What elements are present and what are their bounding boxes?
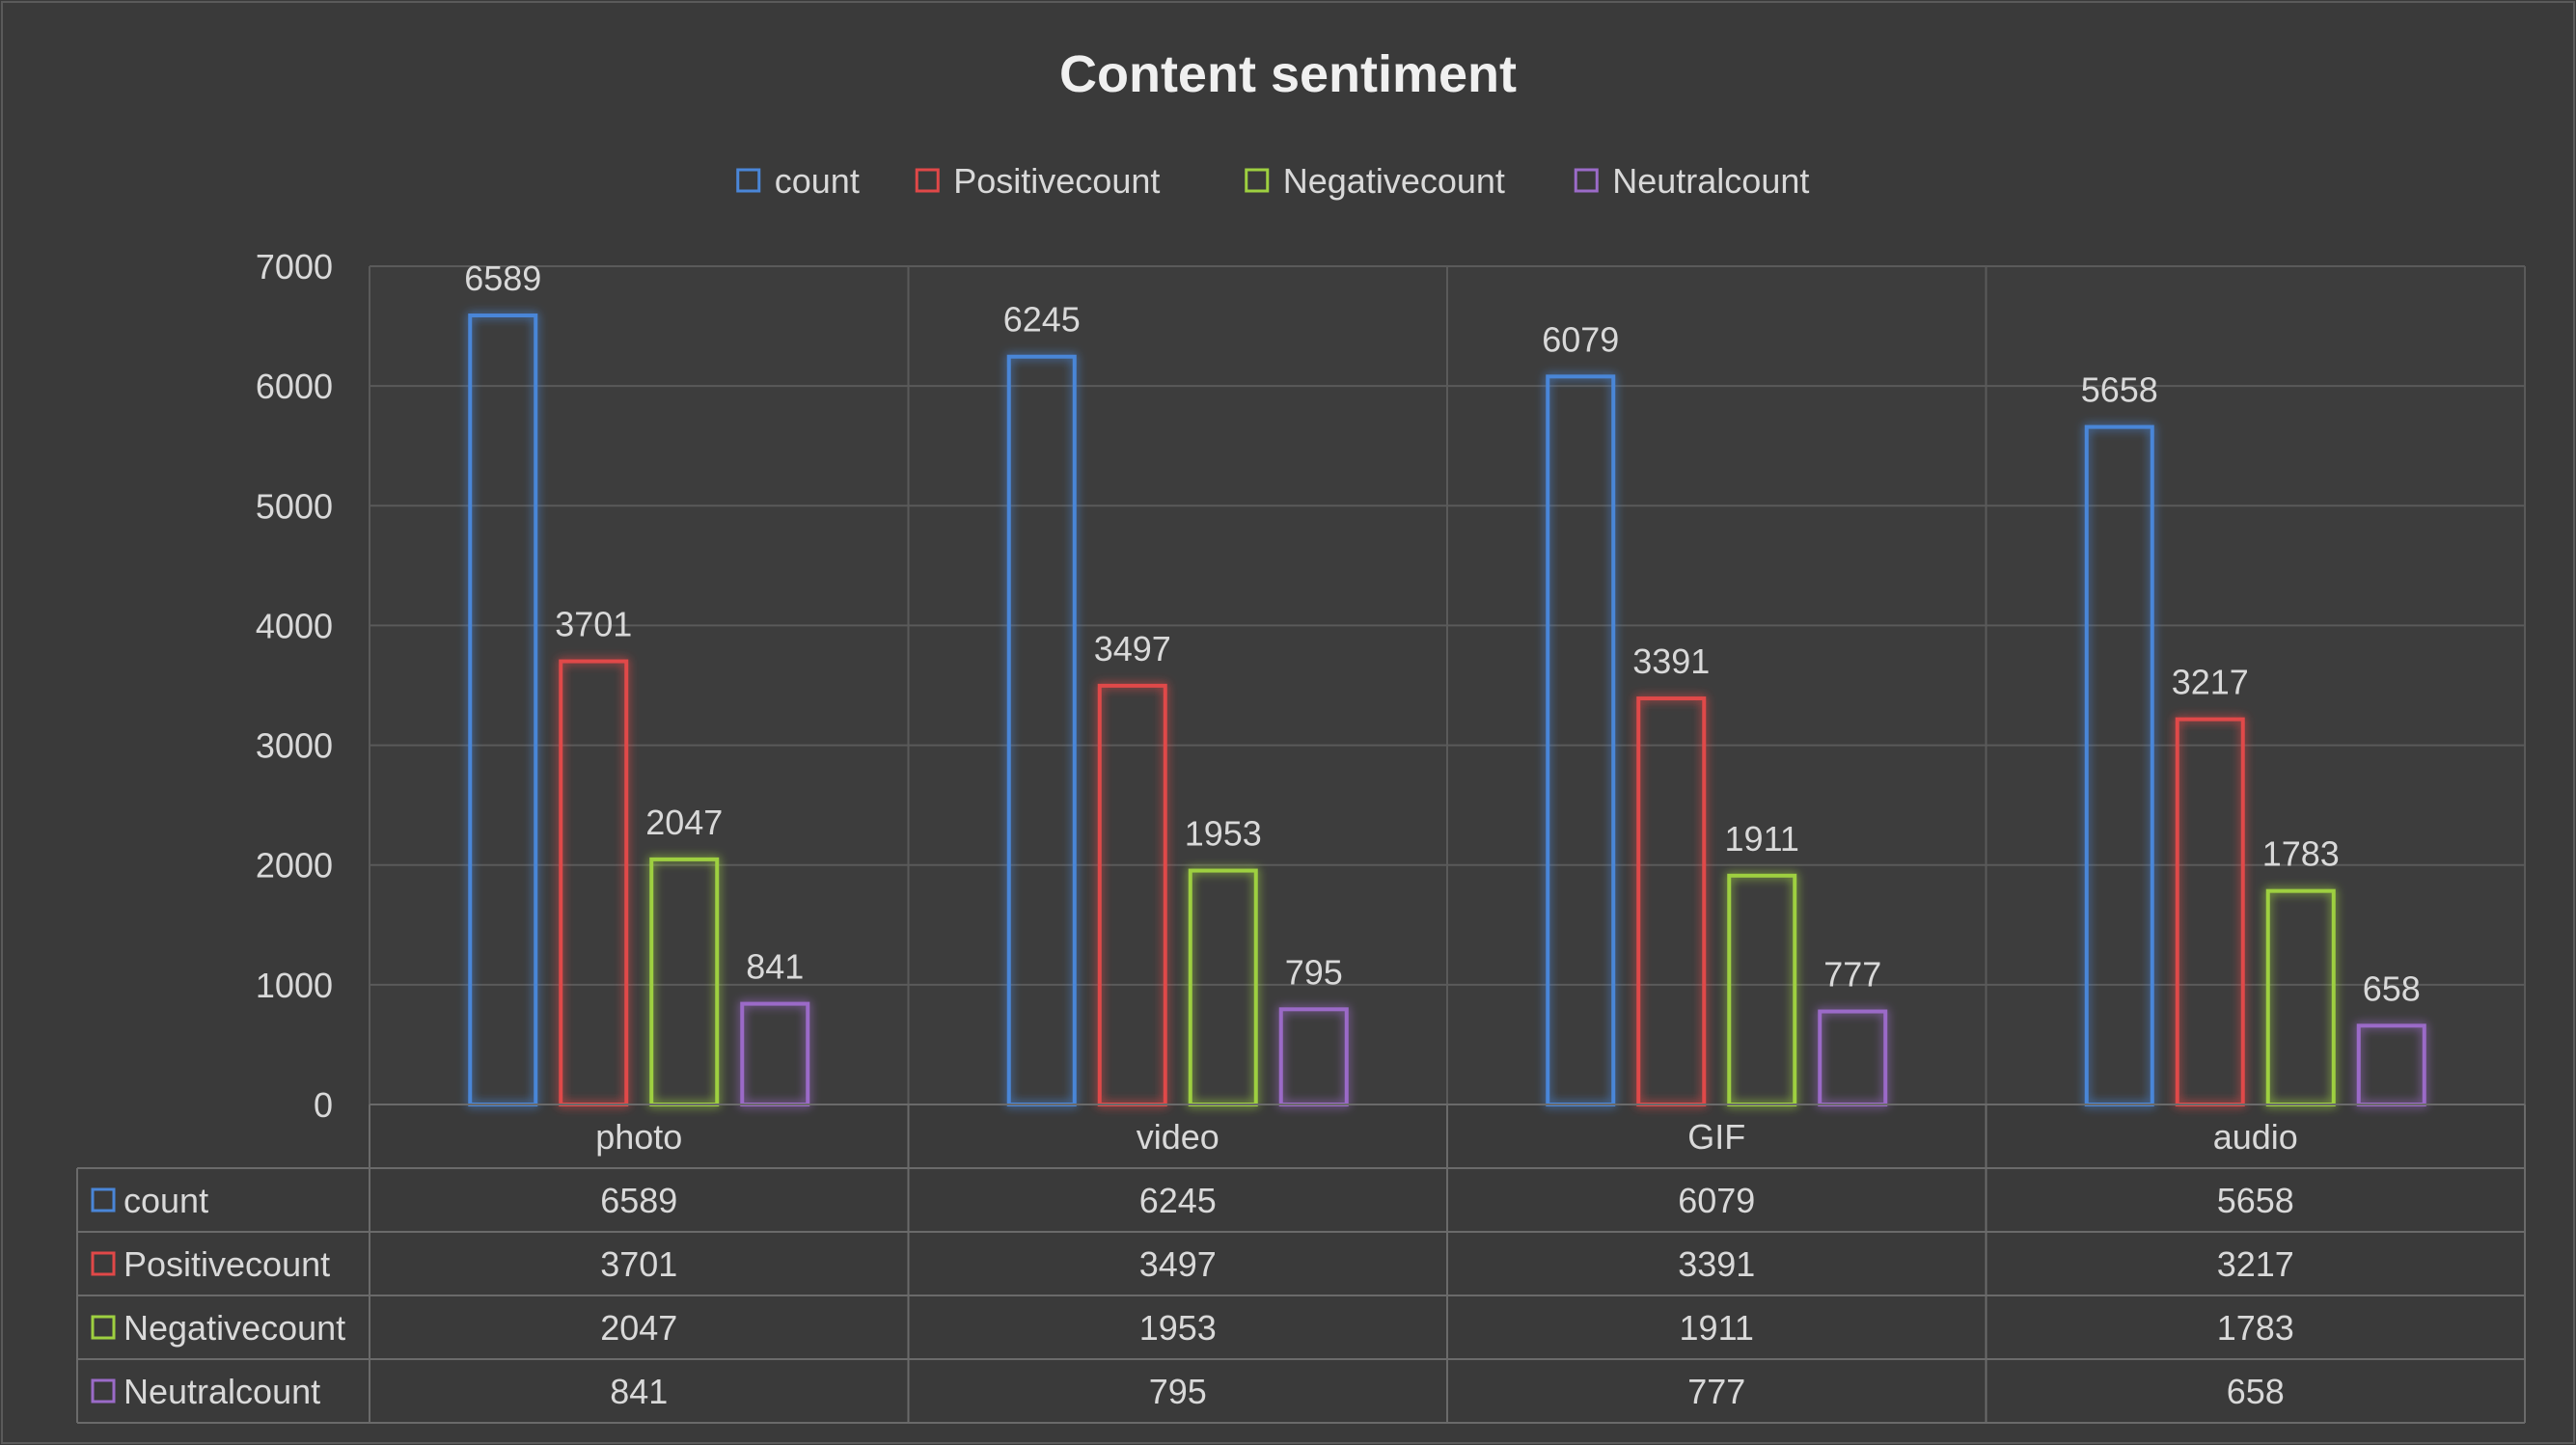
- table-cell: 1783: [2217, 1308, 2294, 1348]
- data-table: photo video GIF audio count 6589 6245 6079 5658 P…: [76, 1104, 2526, 1424]
- table-cell: 3701: [600, 1244, 677, 1284]
- table-swatch-negativecount: [91, 1315, 116, 1340]
- table-cell: 1911: [1680, 1308, 1754, 1348]
- table-series-label: count: [123, 1181, 208, 1220]
- data-label: 6079: [1542, 319, 1619, 359]
- y-tick-label: 4000: [256, 606, 333, 645]
- y-tick-label: 7000: [256, 247, 333, 286]
- y-axis: 0 1000 2000 3000 4000 5000 6000 7000: [256, 247, 333, 1125]
- data-label: 3391: [1632, 641, 1710, 681]
- data-label: 777: [1823, 955, 1881, 995]
- table-category-header: video: [1137, 1117, 1219, 1157]
- y-tick-label: 0: [314, 1085, 333, 1125]
- data-label: 3701: [555, 605, 632, 644]
- table-category-header: audio: [2213, 1117, 2298, 1157]
- data-label: 5658: [2081, 370, 2158, 410]
- chart-title: Content sentiment: [1059, 45, 1517, 103]
- table-category-header: photo: [595, 1117, 682, 1157]
- legend-swatch-negativecount: [1245, 168, 1270, 193]
- y-tick-label: 6000: [256, 367, 333, 406]
- table-swatch-count: [91, 1187, 116, 1213]
- y-tick-label: 2000: [256, 846, 333, 886]
- table-cell: 841: [610, 1372, 668, 1411]
- table-series-label: Positivecount: [123, 1244, 330, 1284]
- table-cell: 2047: [600, 1308, 677, 1348]
- table-cell: 1953: [1139, 1308, 1217, 1348]
- table-cell: 777: [1687, 1372, 1745, 1411]
- table-cell: 658: [2227, 1372, 2285, 1411]
- data-label: 6589: [464, 259, 541, 298]
- legend-swatch-neutralcount: [1574, 168, 1599, 193]
- data-label: 658: [2363, 968, 2421, 1008]
- data-label: 1911: [1725, 819, 1799, 859]
- legend-swatch-positivecount: [915, 168, 940, 193]
- table-cell: 3217: [2217, 1244, 2294, 1284]
- table-cell: 6589: [600, 1181, 677, 1220]
- data-label: 795: [1285, 952, 1343, 992]
- data-label: 3217: [2172, 663, 2249, 702]
- table-cell: 6079: [1678, 1181, 1755, 1220]
- data-label: 1783: [2262, 834, 2340, 874]
- data-label: 2047: [645, 803, 723, 842]
- table-cell: 5658: [2217, 1181, 2294, 1220]
- data-label: 841: [746, 947, 804, 987]
- table-cell: 795: [1149, 1372, 1207, 1411]
- legend-label: Negativecount: [1283, 161, 1505, 201]
- gridlines: [369, 265, 2526, 1105]
- data-label: 1953: [1185, 814, 1262, 854]
- table-swatch-neutralcount: [91, 1378, 116, 1404]
- y-tick-label: 1000: [256, 966, 333, 1005]
- legend: count Positivecount Negativecount Neutralco…: [736, 161, 1809, 201]
- table-swatch-positivecount: [91, 1251, 116, 1276]
- y-tick-label: 5000: [256, 486, 333, 526]
- table-cell: 3391: [1678, 1244, 1755, 1284]
- table-cell: 3497: [1139, 1244, 1217, 1284]
- table-series-label: Negativecount: [123, 1308, 345, 1348]
- table-cell: 6245: [1139, 1181, 1217, 1220]
- table-series-label: Neutralcount: [123, 1372, 320, 1411]
- legend-label: Neutralcount: [1612, 161, 1809, 201]
- data-label: 3497: [1094, 629, 1171, 668]
- data-labels: 6589 3701 2047 841 6245 3497 1953 795 6079 3391 19…: [464, 259, 2421, 1008]
- legend-label: count: [775, 161, 860, 201]
- table-category-header: GIF: [1687, 1117, 1745, 1157]
- legend-label: Positivecount: [953, 161, 1160, 201]
- data-label: 6245: [1003, 300, 1081, 340]
- legend-swatch-count: [736, 168, 761, 193]
- y-tick-label: 3000: [256, 726, 333, 766]
